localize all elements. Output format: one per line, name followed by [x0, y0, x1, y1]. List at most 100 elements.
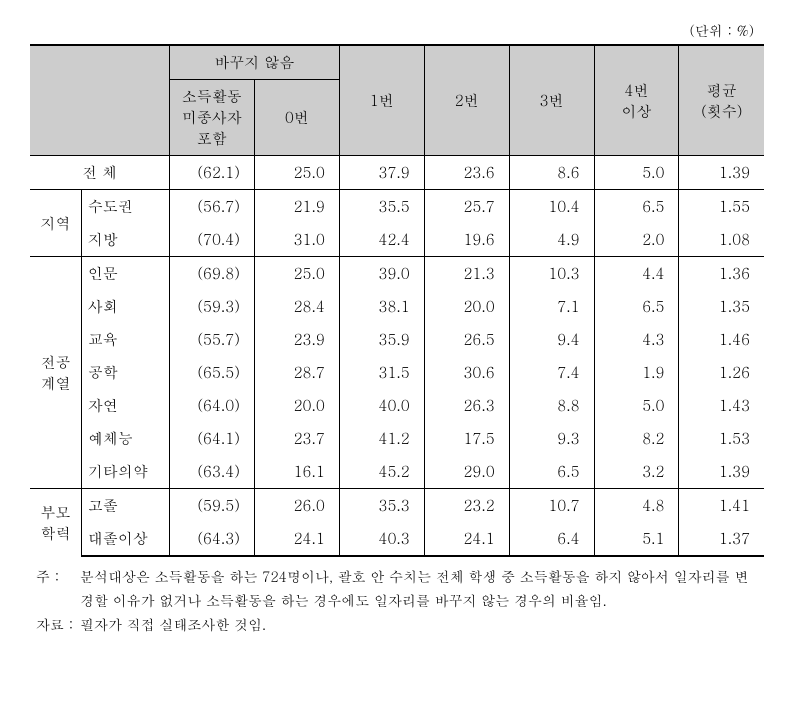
cell: (63.4)	[169, 455, 254, 489]
row-label: 공학	[81, 356, 169, 389]
cell: (70.4)	[169, 223, 254, 257]
data-table: 바꾸지 않음 1번 2번 3번 4번 이상 평균 (횟수) 소득활동 미종사자 …	[30, 44, 764, 557]
cell: 5.0	[594, 389, 679, 422]
cell: 24.1	[424, 522, 509, 556]
cell: 26.0	[254, 489, 339, 523]
cell: 3.2	[594, 455, 679, 489]
cell: 5.1	[594, 522, 679, 556]
table-row: 자연 (64.0) 20.0 40.0 26.3 8.8 5.0 1.43	[30, 389, 764, 422]
cell: 1.08	[679, 223, 764, 257]
cell: (59.5)	[169, 489, 254, 523]
row-label-total: 전 체	[30, 156, 169, 190]
cell: 1.9	[594, 356, 679, 389]
cell: 4.4	[594, 257, 679, 291]
cell: 31.5	[339, 356, 424, 389]
cell: 28.4	[254, 290, 339, 323]
cell: 23.6	[424, 156, 509, 190]
row-label: 수도권	[81, 190, 169, 224]
cell: 1.35	[679, 290, 764, 323]
cell: 4.3	[594, 323, 679, 356]
cell: 1.53	[679, 422, 764, 455]
cell: 23.9	[254, 323, 339, 356]
row-label: 사회	[81, 290, 169, 323]
cell: (62.1)	[169, 156, 254, 190]
table-row: 전 체 (62.1) 25.0 37.9 23.6 8.6 5.0 1.39	[30, 156, 764, 190]
cell: (64.1)	[169, 422, 254, 455]
cell: 6.5	[594, 290, 679, 323]
cell: 21.9	[254, 190, 339, 224]
cell: 1.37	[679, 522, 764, 556]
cell: 25.0	[254, 257, 339, 291]
header-sub2: 0번	[254, 80, 339, 156]
cell: 1.26	[679, 356, 764, 389]
row-label: 인문	[81, 257, 169, 291]
cell: 30.6	[424, 356, 509, 389]
cell: 24.1	[254, 522, 339, 556]
cell: 9.4	[509, 323, 594, 356]
row-label: 기타의약	[81, 455, 169, 489]
table-row: 기타의약 (63.4) 16.1 45.2 29.0 6.5 3.2 1.39	[30, 455, 764, 489]
header-no-change: 바꾸지 않음	[169, 45, 339, 80]
row-group-major: 전공 계열	[30, 257, 81, 489]
header-c5: 평균 (횟수)	[679, 45, 764, 156]
table-row: 대졸이상 (64.3) 24.1 40.3 24.1 6.4 5.1 1.37	[30, 522, 764, 556]
header-c1: 1번	[339, 45, 424, 156]
cell: 23.7	[254, 422, 339, 455]
cell: (69.8)	[169, 257, 254, 291]
cell: 39.0	[339, 257, 424, 291]
cell: 5.0	[594, 156, 679, 190]
cell: 26.3	[424, 389, 509, 422]
cell: 9.3	[509, 422, 594, 455]
cell: (59.3)	[169, 290, 254, 323]
table-header-row-1: 바꾸지 않음 1번 2번 3번 4번 이상 평균 (횟수)	[30, 45, 764, 80]
cell: 23.2	[424, 489, 509, 523]
cell: 35.3	[339, 489, 424, 523]
cell: 28.7	[254, 356, 339, 389]
cell: 40.3	[339, 522, 424, 556]
cell: 37.9	[339, 156, 424, 190]
header-blank	[30, 45, 169, 156]
cell: 40.0	[339, 389, 424, 422]
cell: (55.7)	[169, 323, 254, 356]
table-row: 공학 (65.5) 28.7 31.5 30.6 7.4 1.9 1.26	[30, 356, 764, 389]
cell: 1.43	[679, 389, 764, 422]
cell: 10.7	[509, 489, 594, 523]
cell: 1.41	[679, 489, 764, 523]
cell: 21.3	[424, 257, 509, 291]
cell: 38.1	[339, 290, 424, 323]
cell: 8.2	[594, 422, 679, 455]
row-label: 고졸	[81, 489, 169, 523]
table-row: 예체능 (64.1) 23.7 41.2 17.5 9.3 8.2 1.53	[30, 422, 764, 455]
cell: 45.2	[339, 455, 424, 489]
cell: 8.6	[509, 156, 594, 190]
table-row: 부모 학력 고졸 (59.5) 26.0 35.3 23.2 10.7 4.8 …	[30, 489, 764, 523]
table-row: 교육 (55.7) 23.9 35.9 26.5 9.4 4.3 1.46	[30, 323, 764, 356]
cell: 10.4	[509, 190, 594, 224]
cell: 1.39	[679, 455, 764, 489]
cell: (64.0)	[169, 389, 254, 422]
note-label: 주 :	[36, 565, 80, 613]
cell: 25.7	[424, 190, 509, 224]
cell: 7.4	[509, 356, 594, 389]
row-group-region: 지역	[30, 190, 81, 257]
cell: 1.55	[679, 190, 764, 224]
note-text: 분석대상은 소득활동을 하는 724명이나, 괄호 안 수치는 전체 학생 중 …	[80, 565, 758, 613]
cell: 41.2	[339, 422, 424, 455]
cell: 35.5	[339, 190, 424, 224]
table-row: 전공 계열 인문 (69.8) 25.0 39.0 21.3 10.3 4.4 …	[30, 257, 764, 291]
source-text: 필자가 직접 실태조사한 것임.	[80, 613, 758, 637]
cell: 6.4	[509, 522, 594, 556]
cell: 20.0	[424, 290, 509, 323]
cell: (65.5)	[169, 356, 254, 389]
cell: (56.7)	[169, 190, 254, 224]
cell: 1.39	[679, 156, 764, 190]
cell: 26.5	[424, 323, 509, 356]
cell: 29.0	[424, 455, 509, 489]
row-label: 자연	[81, 389, 169, 422]
cell: 19.6	[424, 223, 509, 257]
cell: 2.0	[594, 223, 679, 257]
cell: 16.1	[254, 455, 339, 489]
cell: 1.36	[679, 257, 764, 291]
cell: 8.8	[509, 389, 594, 422]
notes-block: 주 : 분석대상은 소득활동을 하는 724명이나, 괄호 안 수치는 전체 학…	[30, 565, 764, 636]
